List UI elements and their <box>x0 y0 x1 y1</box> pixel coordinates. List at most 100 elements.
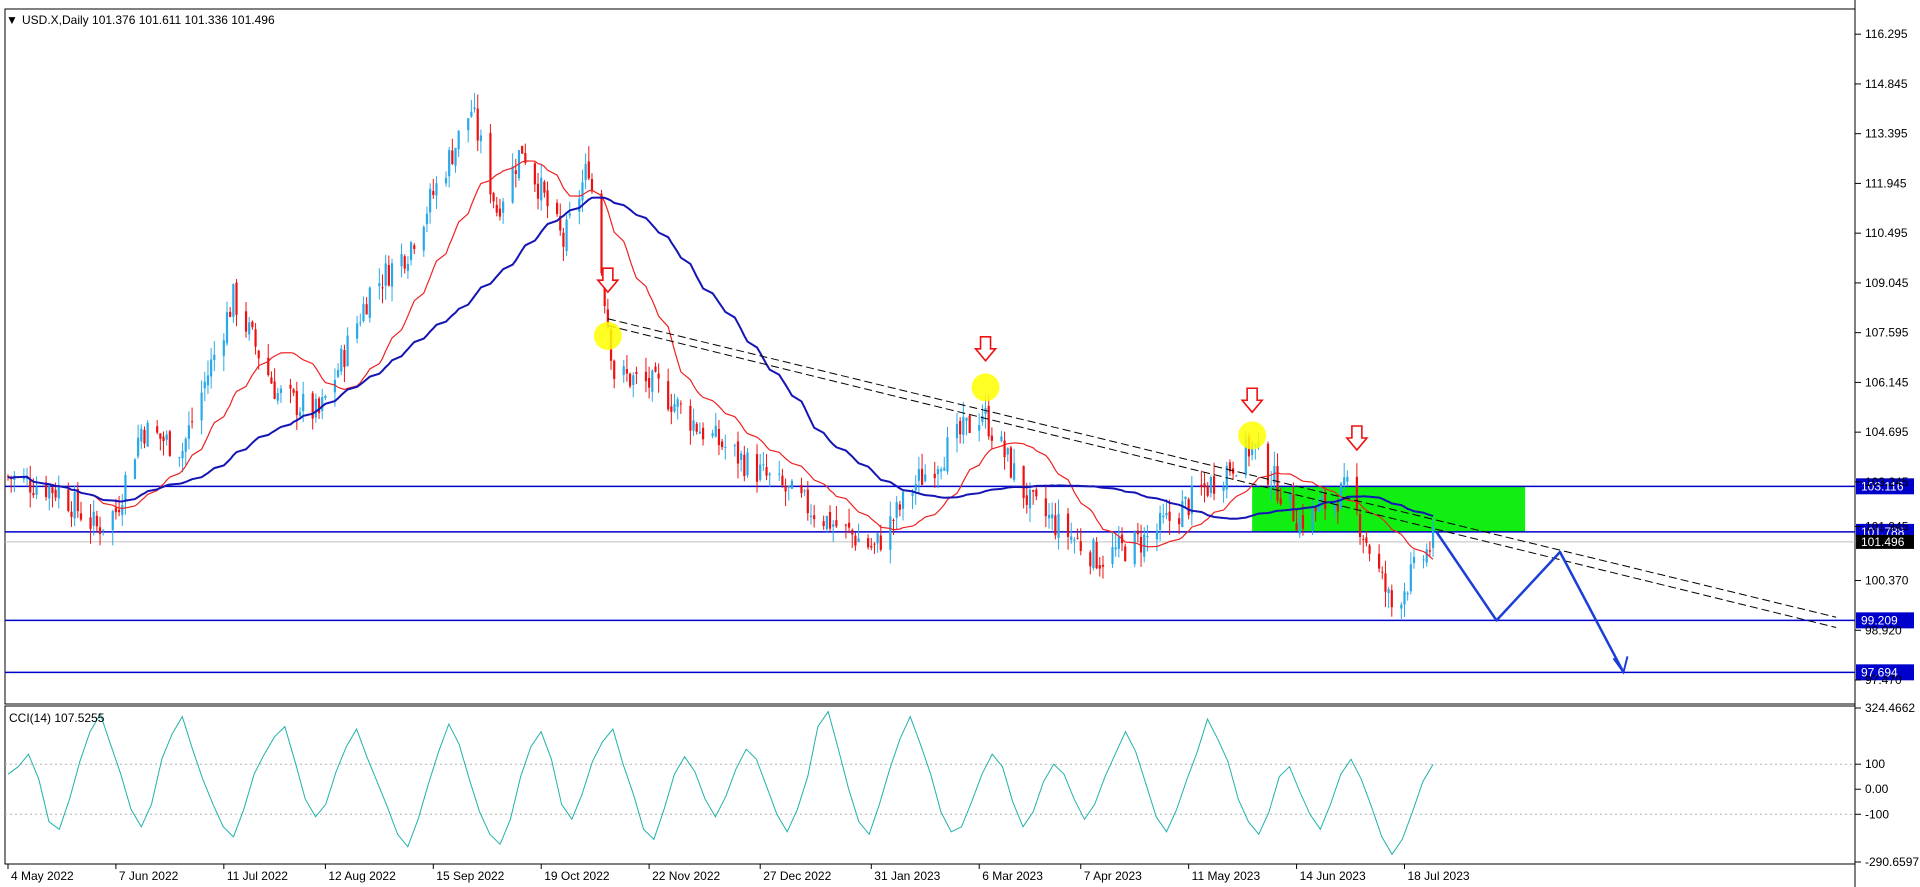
candle-body <box>117 509 121 513</box>
candle-body <box>628 373 632 387</box>
candle-body <box>111 511 114 531</box>
candle-body <box>289 384 292 389</box>
candle-body <box>1320 496 1324 501</box>
candle-body <box>1228 462 1232 472</box>
candle-body <box>95 515 98 527</box>
candle-body <box>124 475 127 502</box>
candle-body <box>606 309 609 327</box>
candle-body <box>943 467 946 471</box>
candle-body <box>270 377 273 384</box>
level-price-tag <box>1856 664 1914 681</box>
cci-indicator: 324.4662 100 0.00 -100 -290.6597 <box>5 701 1919 869</box>
candle-body <box>1314 507 1317 512</box>
down-arrow-icon <box>973 335 998 363</box>
candle-body <box>851 530 854 535</box>
candle-body <box>701 427 705 440</box>
candle-body <box>1139 536 1143 553</box>
y-tick-label: 104.695 <box>1865 425 1909 439</box>
candle-body <box>137 437 140 457</box>
candle-body <box>1333 500 1336 511</box>
candle-body <box>1047 514 1051 519</box>
x-tick-label: 12 Aug 2022 <box>328 869 396 883</box>
candle-body <box>600 193 603 274</box>
dashed-trendline[interactable] <box>607 318 1837 618</box>
candle-body <box>187 425 191 439</box>
candle-body <box>1301 514 1305 529</box>
candle-body <box>67 489 70 511</box>
candle-body <box>6 476 10 478</box>
candle-body <box>73 491 76 519</box>
candle-body <box>425 213 429 225</box>
candle-body <box>800 484 803 494</box>
highlight-marker <box>1238 421 1267 450</box>
candle-body <box>892 519 895 521</box>
candle-body <box>409 242 413 261</box>
dashed-trendline[interactable] <box>607 325 1837 629</box>
candle-body <box>673 404 676 412</box>
candle-body <box>1422 559 1425 561</box>
candle-body <box>400 254 403 267</box>
candle-body <box>1114 547 1117 550</box>
candle-body <box>917 469 920 481</box>
y-tick-label: 114.845 <box>1865 77 1908 91</box>
candle-body <box>378 283 381 287</box>
candle-body <box>543 181 546 193</box>
candle-body <box>1165 512 1168 516</box>
candle-body <box>343 350 346 367</box>
candle-body <box>184 438 187 452</box>
candle-body <box>457 130 460 150</box>
candle-body <box>568 213 571 216</box>
candle-body <box>495 204 498 213</box>
candle-body <box>1377 553 1381 569</box>
candle-body <box>1425 549 1428 563</box>
candle-body <box>210 359 213 377</box>
candle-body <box>248 322 251 335</box>
candle-body <box>54 489 57 498</box>
candle-body <box>955 424 959 439</box>
main-panel-frame <box>4 8 1856 705</box>
candle-body <box>222 340 225 356</box>
candle-body <box>413 245 416 249</box>
candle-body <box>946 437 949 472</box>
candle-body <box>444 177 448 184</box>
candle-body <box>76 489 79 512</box>
candle-body <box>787 486 790 488</box>
candle-body <box>648 377 651 388</box>
candle-body <box>1346 476 1349 482</box>
chart-header-text: USD.X,Daily 101.376 101.611 101.336 101.… <box>22 13 275 27</box>
x-tick-label: 11 May 2023 <box>1192 869 1261 883</box>
candle-body <box>825 515 828 530</box>
candle-body <box>156 426 159 433</box>
candle-body <box>1073 539 1076 541</box>
candle-body <box>48 486 51 499</box>
candle-body <box>51 487 54 494</box>
candle-body <box>429 188 432 213</box>
candle-body <box>1295 523 1298 531</box>
candle-body <box>879 535 882 550</box>
x-tick-label: 22 Nov 2022 <box>652 869 720 883</box>
candle-body <box>254 329 257 347</box>
candle-body <box>1070 536 1073 541</box>
candle-body <box>1317 502 1320 512</box>
candle-body <box>1387 589 1390 593</box>
trendlines <box>607 318 1837 629</box>
candle-body <box>562 232 565 247</box>
cci-tick-label: -100 <box>1865 807 1889 821</box>
candle-body <box>1381 571 1384 573</box>
candle-body <box>1276 466 1279 501</box>
candle-body <box>98 527 102 534</box>
level-price-label: 103.116 <box>1861 479 1904 493</box>
highlight-marker <box>971 373 1000 402</box>
level-price-label: 99.209 <box>1861 613 1898 627</box>
candle-body <box>333 380 337 393</box>
candle-body <box>635 372 638 374</box>
candle-body <box>721 441 724 448</box>
candle-body <box>667 381 670 410</box>
header-arrow-icon[interactable]: ▼ <box>6 13 18 27</box>
candle-body <box>448 150 451 177</box>
candle-body <box>1412 557 1416 564</box>
candle-body <box>559 215 562 231</box>
candle-body <box>479 135 483 142</box>
